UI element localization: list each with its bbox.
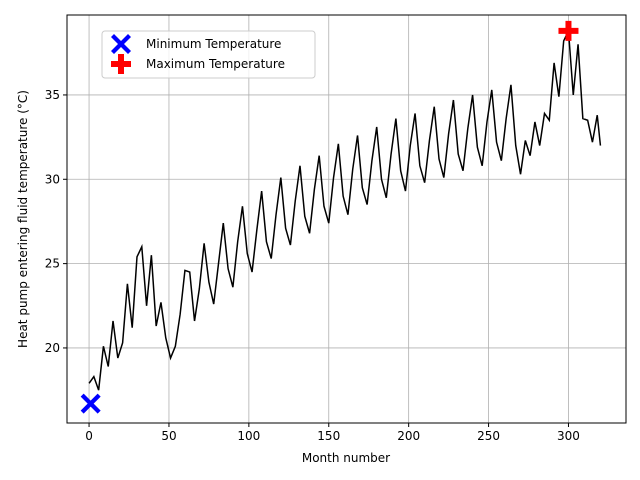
legend-label: Maximum Temperature — [146, 57, 285, 71]
y-tick-label: 30 — [45, 172, 60, 186]
y-tick-label: 20 — [45, 341, 60, 355]
x-tick-label: 50 — [161, 429, 176, 443]
y-tick-label: 35 — [45, 88, 60, 102]
y-tick-label: 25 — [45, 257, 60, 271]
legend-marker — [111, 34, 131, 54]
marker — [558, 20, 579, 41]
legend-label: Minimum Temperature — [146, 37, 281, 51]
x-axis-label: Month number — [302, 451, 390, 465]
x-tick-label: 250 — [477, 429, 500, 443]
x-tick-label: 300 — [557, 429, 580, 443]
x-tick-label: 150 — [317, 429, 340, 443]
x-tick-label: 100 — [237, 429, 260, 443]
x-tick-label: 200 — [397, 429, 420, 443]
y-axis-label: Heat pump entering fluid temperature (°C… — [16, 90, 30, 348]
marker — [80, 393, 101, 414]
x-tick-label: 0 — [85, 429, 93, 443]
line — [88, 27, 602, 391]
legend-box — [101, 30, 316, 79]
plot-frame — [66, 14, 627, 424]
legend-marker — [111, 54, 131, 74]
